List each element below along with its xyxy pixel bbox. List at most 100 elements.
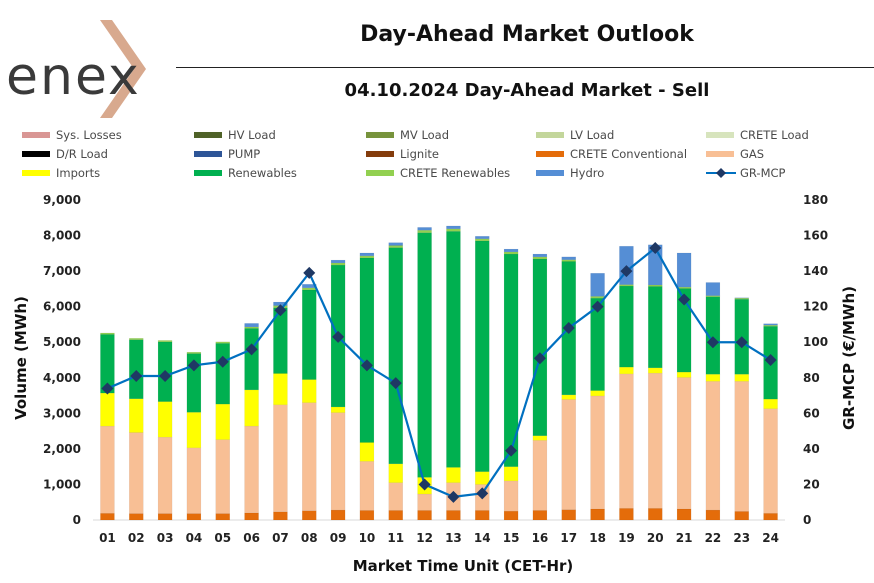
price-point xyxy=(764,354,777,366)
bar-segment-crete-renewables xyxy=(157,340,173,343)
price-point xyxy=(245,343,258,356)
bar-segment-gas xyxy=(330,412,346,511)
bar-segment-gas xyxy=(244,425,259,514)
price-point xyxy=(476,487,489,500)
bar-segment-imports xyxy=(129,398,144,433)
bar-segment-hydro xyxy=(705,282,721,296)
y-tick-label: 7,000 xyxy=(43,264,81,278)
x-tick-label: 05 xyxy=(214,531,231,545)
x-tick-label: 11 xyxy=(387,531,404,545)
legend-item-mv-load: MV Load xyxy=(366,126,449,144)
bar-segment-crete-conventional xyxy=(100,512,115,521)
bar-segment-crete-renewables xyxy=(215,341,230,344)
logo-wordmark: enex xyxy=(6,47,141,107)
legend-label: Lignite xyxy=(400,147,439,161)
bar-segment-renewables xyxy=(763,325,778,400)
bar-segment-renewables xyxy=(302,289,317,380)
legend-item-gr-mcp: GR-MCP xyxy=(706,164,785,182)
bar-segment-gas xyxy=(302,402,317,512)
bar-segment-crete-renewables xyxy=(676,286,692,289)
legend-item-d-r-load: D/R Load xyxy=(22,145,108,163)
bar-segment-renewables xyxy=(648,286,663,369)
price-point xyxy=(735,336,748,349)
bar-segment-hydro xyxy=(388,242,403,246)
bar-segment-crete-renewables xyxy=(590,296,605,299)
bar-segment-hydro xyxy=(273,301,288,306)
x-tick-label: 20 xyxy=(647,531,664,545)
bar-segment-crete-renewables xyxy=(129,338,144,340)
bar-segment-crete-renewables xyxy=(503,251,519,255)
bar-segment-crete-conventional xyxy=(186,513,202,521)
y-tick-label: 5,000 xyxy=(43,335,81,349)
bar-segment-renewables xyxy=(734,298,749,375)
legend-label: CRETE Load xyxy=(740,128,809,142)
bar-segment-crete-renewables xyxy=(619,284,634,287)
legend-swatch xyxy=(706,132,734,138)
legend-swatch xyxy=(194,132,222,138)
price-point xyxy=(620,265,633,278)
bar-segment-imports xyxy=(359,442,375,462)
bar-segment-imports xyxy=(561,394,576,400)
bar-segment-gas xyxy=(388,482,403,511)
bar-segment-crete-renewables xyxy=(186,351,202,354)
bar-segment-renewables xyxy=(359,257,375,443)
bar-segment-renewables xyxy=(532,258,548,436)
bar-segment-crete-conventional xyxy=(330,509,346,521)
bar-segment-crete-conventional xyxy=(475,510,490,521)
bar-segment-gas xyxy=(648,372,663,509)
price-point xyxy=(678,293,691,306)
bar-segment-gas xyxy=(446,482,461,511)
bar-segment-gas xyxy=(503,480,519,512)
bar-segment-renewables xyxy=(475,240,490,472)
x-tick-label: 21 xyxy=(676,531,693,545)
price-point xyxy=(562,322,575,334)
bar-segment-crete-renewables xyxy=(244,326,259,329)
bar-segment-imports xyxy=(532,435,548,441)
bar-segment-imports xyxy=(417,477,432,495)
legend-item-lv-load: LV Load xyxy=(536,126,614,144)
bar-segment-hydro xyxy=(359,252,375,257)
bar-segment-gas xyxy=(619,373,634,509)
bar-segment-renewables xyxy=(417,232,432,478)
bar-segment-crete-renewables xyxy=(100,332,115,335)
bar-segment-imports xyxy=(100,392,115,427)
price-point xyxy=(533,352,546,365)
legend-swatch xyxy=(366,170,394,176)
chart-subtitle: 04.10.2024 Day-Ahead Market - Sell xyxy=(344,80,710,101)
chart-bars xyxy=(100,225,778,521)
bar-segment-imports xyxy=(475,471,490,485)
legend-swatch xyxy=(366,132,394,138)
bar-segment-renewables xyxy=(330,264,346,408)
y-axis-label: Volume (MWh) xyxy=(12,296,30,420)
legend-item-imports: Imports xyxy=(22,164,100,182)
price-point xyxy=(216,355,229,368)
bar-segment-imports xyxy=(676,371,692,378)
x-tick-label: 03 xyxy=(157,531,174,545)
x-tick-label: 17 xyxy=(560,531,577,545)
bar-segment-crete-renewables xyxy=(446,228,461,232)
legend-swatch xyxy=(536,151,564,157)
bar-segment-hydro xyxy=(561,256,576,260)
chart-legend: Sys. Losses HV Load MV Load LV Load CRETE Lo… xyxy=(22,126,862,186)
price-point xyxy=(389,377,402,390)
bar-segment-crete-renewables xyxy=(475,238,490,242)
bar-segment-imports xyxy=(273,373,288,406)
bar-segment-imports xyxy=(503,466,519,482)
bar-segment-crete-conventional xyxy=(705,509,721,521)
y-tick-label: 9,000 xyxy=(43,193,81,207)
bar-segment-gas xyxy=(734,381,749,512)
y2-tick-label: 140 xyxy=(803,264,828,278)
x-tick-label: 10 xyxy=(359,531,376,545)
y2-tick-label: 80 xyxy=(803,371,820,385)
bar-segment-gas xyxy=(157,436,173,514)
legend-item-renewables: Renewables xyxy=(194,164,297,182)
bar-segment-crete-renewables xyxy=(273,305,288,308)
bar-segment-crete-conventional xyxy=(590,508,605,521)
y2-tick-label: 60 xyxy=(803,406,820,420)
legend-swatch xyxy=(366,151,394,157)
chart-axes: 0 1,000 2,000 3,000 4,000 5,000 6,000 7,000 8,00… xyxy=(43,193,828,545)
bar-segment-hydro xyxy=(676,252,692,288)
legend-swatch xyxy=(536,170,564,176)
y2-tick-label: 120 xyxy=(803,300,828,314)
legend-item-crete-renewables: CRETE Renewables xyxy=(366,164,510,182)
